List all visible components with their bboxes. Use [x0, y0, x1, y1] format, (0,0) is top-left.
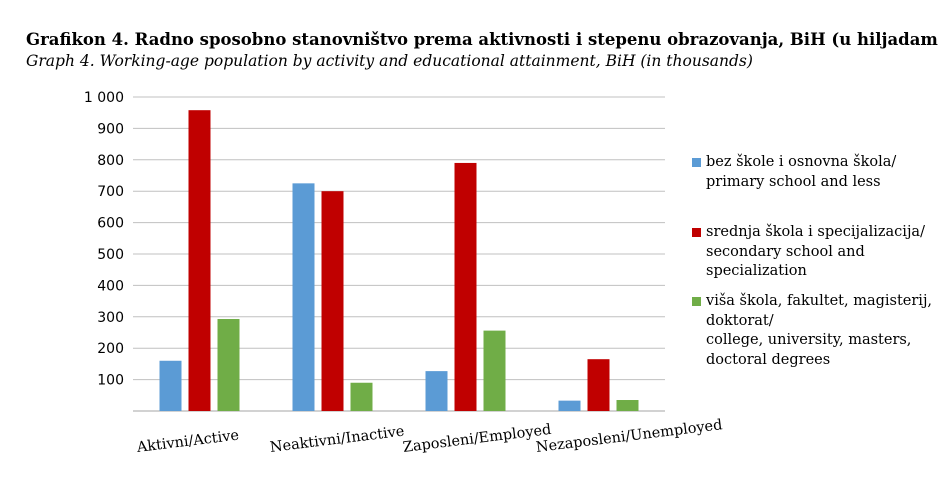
legend-label-line: doktorat/ — [706, 312, 774, 329]
bar — [454, 162, 477, 411]
bar — [188, 110, 211, 412]
chart-subtitle: Graph 4. Working-age population by activ… — [26, 52, 753, 70]
legend-swatch — [692, 297, 701, 306]
legend-label-line: srednja škola i specijalizacija/ — [706, 224, 925, 240]
bar — [159, 360, 182, 411]
legend-label: bez škole i osnovna škola/primary school… — [706, 153, 934, 192]
y-tick-label: 900 — [97, 121, 124, 137]
x-category-label: Zaposleni/Employed — [402, 422, 552, 456]
legend-swatch — [692, 228, 701, 237]
x-category-label: Aktivni/Active — [135, 428, 240, 457]
y-tick-label: 800 — [97, 153, 124, 169]
y-tick-label: 100 — [97, 373, 124, 389]
y-tick-label: 700 — [97, 184, 124, 200]
y-tick-label: 1 000 — [84, 90, 124, 106]
legend-label-line: primary school and less — [706, 173, 881, 190]
y-tick-label: 600 — [97, 216, 124, 232]
y-tick-label: 200 — [97, 341, 124, 357]
chart-title: Grafikon 4. Radno sposobno stanovništvo … — [26, 30, 938, 49]
bar — [350, 382, 373, 411]
bar — [425, 371, 448, 411]
y-tick-label: 500 — [97, 247, 124, 263]
x-category-label: Neaktivni/Inactive — [269, 424, 405, 456]
y-tick-label: 400 — [97, 278, 124, 294]
legend-label: srednja škola i specijalizacija/secondar… — [706, 223, 934, 282]
legend-label-line: secondary school and — [706, 243, 865, 260]
bar — [558, 400, 581, 411]
bar — [587, 359, 610, 411]
legend-label-line: specialization — [706, 263, 807, 279]
bar — [321, 191, 344, 411]
bar — [483, 330, 506, 411]
legend-label-line: bez škole i osnovna škola/ — [706, 154, 897, 170]
legend-label: viša škola, fakultet, magisterij, doktora… — [706, 292, 934, 370]
legend-label-line: viša škola, fakultet, magisterij, — [706, 293, 933, 309]
legend-label-line: doctoral degrees — [706, 351, 831, 368]
bar — [616, 400, 639, 411]
y-tick-label: 300 — [97, 310, 124, 326]
legend-swatch — [692, 158, 701, 167]
bar — [292, 183, 315, 411]
bar — [217, 318, 240, 411]
x-category-label: Nezaposleni/Unemployed — [535, 417, 723, 456]
legend-label-line: college, university, masters, — [706, 332, 912, 348]
